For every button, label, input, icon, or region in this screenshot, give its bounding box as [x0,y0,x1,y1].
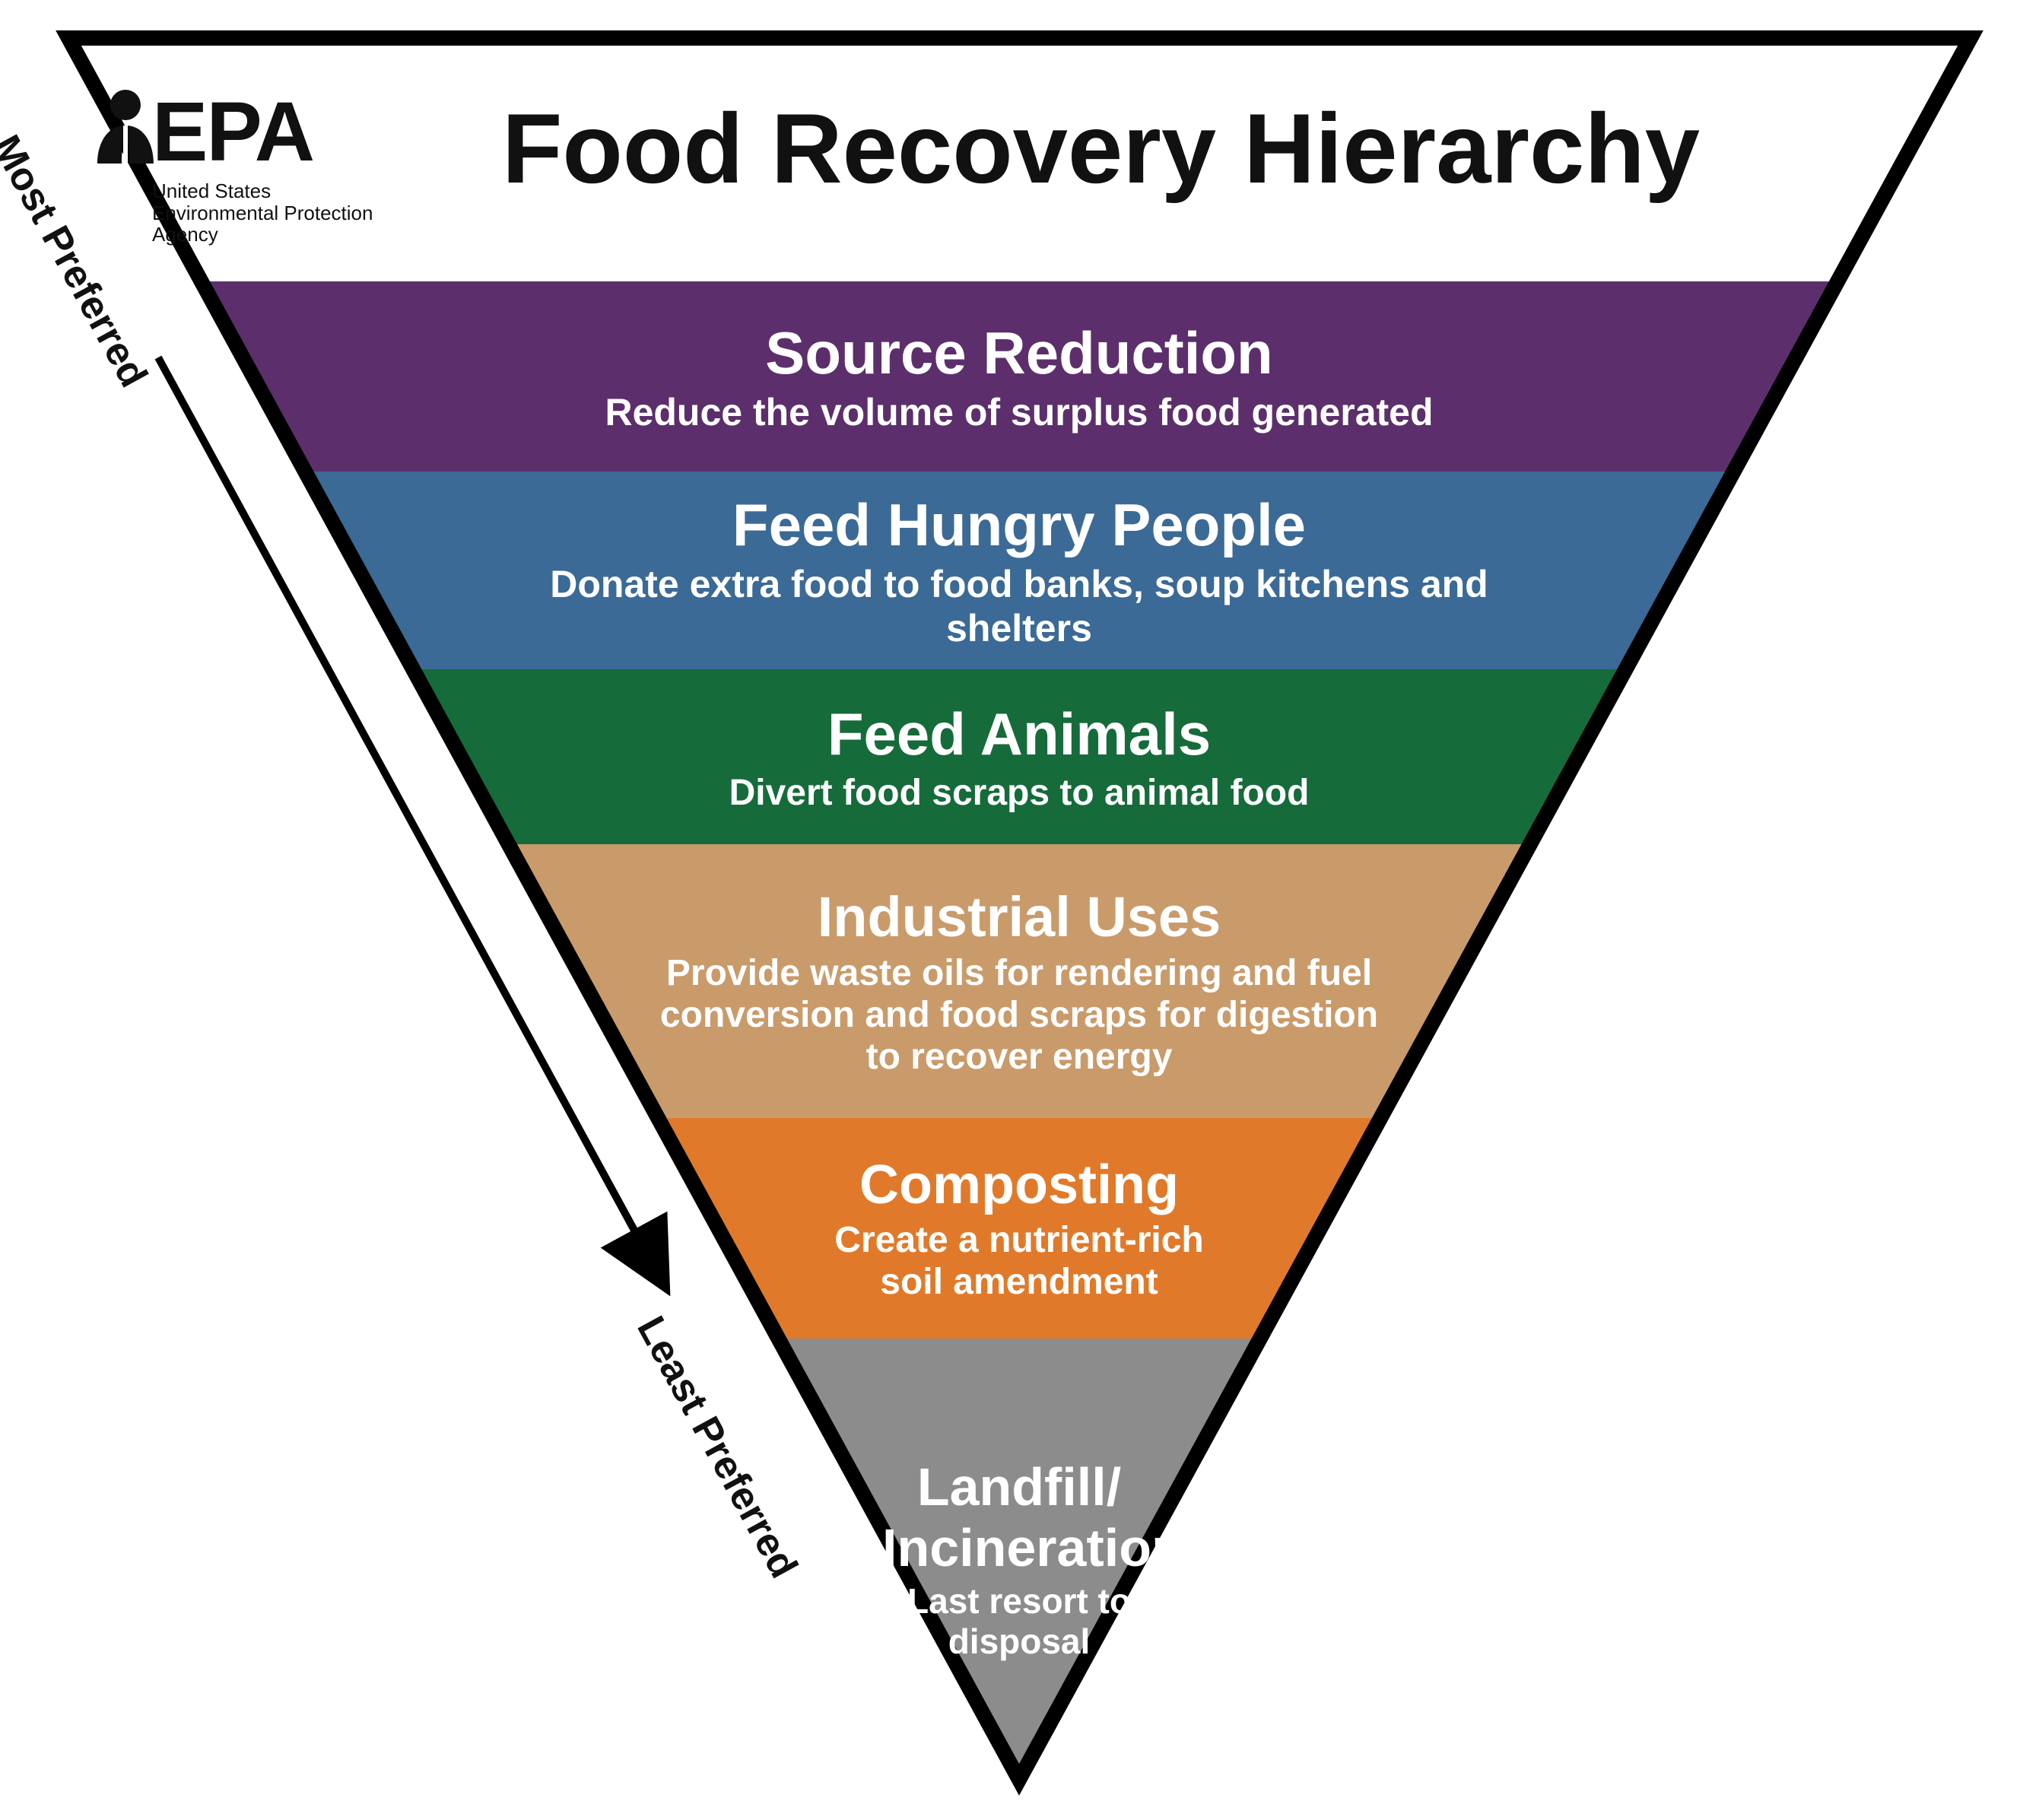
tier-composting: Composting Create a nutrient-rich soil a… [806,1118,1232,1339]
tier-desc: Reduce the volume of surplus food genera… [605,391,1433,435]
tier-source-reduction: Source Reduction Reduce the volume of su… [605,281,1433,472]
tier-title: Landfill/ Incineration [882,1456,1156,1578]
diagram-title: Food Recovery Hierarchy [502,91,1700,205]
epa-logo: EPA United StatesEnvironmental Protectio… [152,84,373,246]
tier-title: Feed Hungry People [732,491,1306,560]
tier-title: Feed Animals [827,700,1211,769]
diagram-stage: EPA United StatesEnvironmental Protectio… [0,0,2039,1820]
epa-subtitle: United StatesEnvironmental ProtectionAge… [152,180,373,246]
tier-desc: Donate extra food to food banks, soup ki… [510,563,1529,650]
tier-landfill-incineration: Landfill/ Incineration Last resort to di… [875,1339,1164,1780]
tier-title: Source Reduction [765,319,1272,388]
epa-acronym: EPA [152,84,373,180]
tier-desc: Create a nutrient-rich soil amendment [806,1219,1232,1303]
epa-flower-icon [91,84,160,167]
tier-feed-hungry-people: Feed Hungry People Donate extra food to … [510,472,1529,669]
tier-title: Industrial Uses [818,885,1221,949]
tier-desc: Last resort to disposal [875,1581,1164,1662]
tier-feed-animals: Feed Animals Divert food scraps to anima… [729,669,1310,844]
tier-desc: Provide waste oils for rendering and fue… [639,952,1399,1078]
tier-industrial-uses: Industrial Uses Provide waste oils for r… [639,844,1399,1118]
tier-desc: Divert food scraps to animal food [729,772,1310,814]
tier-title: Composting [859,1154,1179,1216]
